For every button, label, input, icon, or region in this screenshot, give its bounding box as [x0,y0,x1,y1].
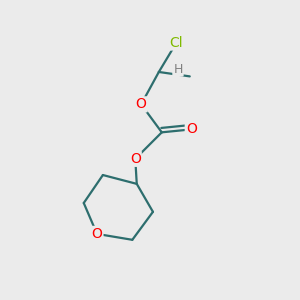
Text: H: H [173,62,183,76]
Text: O: O [186,122,197,136]
Text: O: O [136,98,147,111]
Text: Cl: Cl [170,35,183,50]
Text: O: O [130,152,141,166]
Text: O: O [92,227,102,241]
